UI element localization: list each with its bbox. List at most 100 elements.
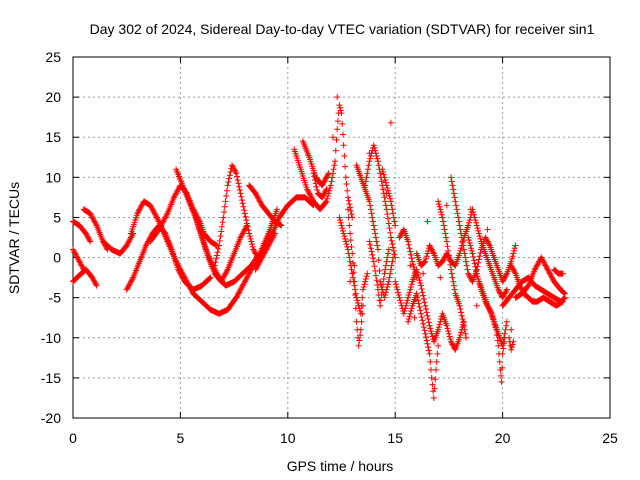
data-point bbox=[126, 281, 133, 288]
data-point bbox=[533, 263, 540, 270]
data-point bbox=[456, 222, 463, 229]
data-point bbox=[458, 234, 465, 241]
data-point bbox=[235, 290, 242, 297]
data-point bbox=[508, 262, 515, 269]
data-point bbox=[455, 218, 462, 225]
data-point bbox=[510, 338, 517, 345]
data-point bbox=[90, 275, 97, 282]
data-point bbox=[413, 290, 420, 297]
data-point bbox=[466, 217, 473, 224]
data-point bbox=[188, 286, 195, 293]
data-point bbox=[409, 258, 416, 265]
data-point bbox=[485, 239, 492, 246]
data-point bbox=[465, 270, 472, 277]
data-point bbox=[384, 185, 391, 192]
data-point bbox=[414, 293, 421, 300]
data-point bbox=[503, 318, 510, 325]
data-point bbox=[125, 238, 132, 245]
data-point bbox=[249, 243, 256, 250]
data-point bbox=[351, 262, 358, 269]
data-point bbox=[334, 118, 341, 125]
data-point bbox=[546, 269, 553, 276]
data-point bbox=[371, 263, 378, 270]
data-point bbox=[234, 177, 241, 184]
data-point bbox=[357, 326, 364, 333]
data-point bbox=[405, 318, 412, 325]
data-point bbox=[143, 241, 150, 248]
data-point bbox=[396, 294, 403, 301]
data-point bbox=[466, 239, 473, 246]
data-point bbox=[387, 119, 394, 126]
data-point bbox=[388, 202, 395, 209]
x-tick-label: 10 bbox=[280, 430, 296, 446]
data-point bbox=[561, 289, 568, 296]
data-point bbox=[363, 273, 370, 280]
data-point bbox=[127, 278, 134, 285]
data-point bbox=[260, 251, 267, 258]
data-point bbox=[353, 294, 360, 301]
data-point bbox=[254, 194, 261, 201]
data-point bbox=[379, 286, 386, 293]
data-point bbox=[241, 278, 248, 285]
data-point bbox=[90, 277, 97, 284]
data-point bbox=[477, 235, 484, 242]
data-point bbox=[181, 274, 188, 281]
data-point bbox=[470, 211, 477, 218]
data-point bbox=[429, 247, 436, 254]
data-point bbox=[441, 226, 448, 233]
data-point bbox=[544, 266, 551, 273]
data-point bbox=[457, 226, 464, 233]
data-point bbox=[158, 222, 165, 229]
data-point bbox=[324, 195, 331, 202]
data-point bbox=[458, 312, 465, 319]
data-point bbox=[506, 334, 513, 341]
data-point bbox=[387, 198, 394, 205]
data-point bbox=[372, 267, 379, 274]
data-point bbox=[333, 136, 340, 143]
data-point bbox=[397, 233, 404, 240]
data-point bbox=[425, 319, 432, 326]
data-point bbox=[232, 168, 239, 175]
data-point bbox=[420, 259, 427, 266]
data-point bbox=[322, 199, 329, 206]
data-point bbox=[393, 283, 400, 290]
data-point bbox=[352, 290, 359, 297]
data-point bbox=[226, 175, 233, 182]
data-point bbox=[148, 205, 155, 212]
data-point bbox=[375, 246, 382, 253]
data-point bbox=[500, 338, 507, 345]
data-point bbox=[92, 221, 99, 228]
data-point bbox=[450, 282, 457, 289]
data-point bbox=[220, 274, 227, 281]
data-point bbox=[224, 182, 231, 189]
data-point bbox=[476, 233, 483, 240]
x-axis-label: GPS time / hours bbox=[287, 458, 394, 474]
data-point bbox=[221, 203, 228, 210]
data-point bbox=[125, 282, 132, 289]
data-point bbox=[235, 180, 242, 187]
data-point bbox=[415, 300, 422, 307]
data-point bbox=[237, 234, 244, 241]
data-point bbox=[155, 217, 162, 224]
data-point bbox=[470, 253, 477, 260]
data-point bbox=[435, 342, 442, 349]
data-point bbox=[366, 158, 373, 165]
data-point bbox=[495, 342, 502, 349]
data-point bbox=[231, 166, 238, 173]
data-point bbox=[422, 306, 429, 313]
data-point bbox=[250, 246, 257, 253]
data-point bbox=[421, 299, 428, 306]
data-point bbox=[438, 209, 445, 216]
data-point bbox=[542, 262, 549, 269]
data-point bbox=[499, 350, 506, 357]
data-point bbox=[342, 238, 349, 245]
data-point bbox=[237, 190, 244, 197]
data-point bbox=[380, 186, 387, 193]
data-point bbox=[397, 300, 404, 307]
data-point bbox=[75, 257, 82, 264]
data-point bbox=[254, 262, 261, 269]
data-point bbox=[385, 250, 392, 257]
data-point bbox=[355, 342, 362, 349]
data-point bbox=[324, 172, 331, 179]
data-point bbox=[341, 152, 348, 159]
